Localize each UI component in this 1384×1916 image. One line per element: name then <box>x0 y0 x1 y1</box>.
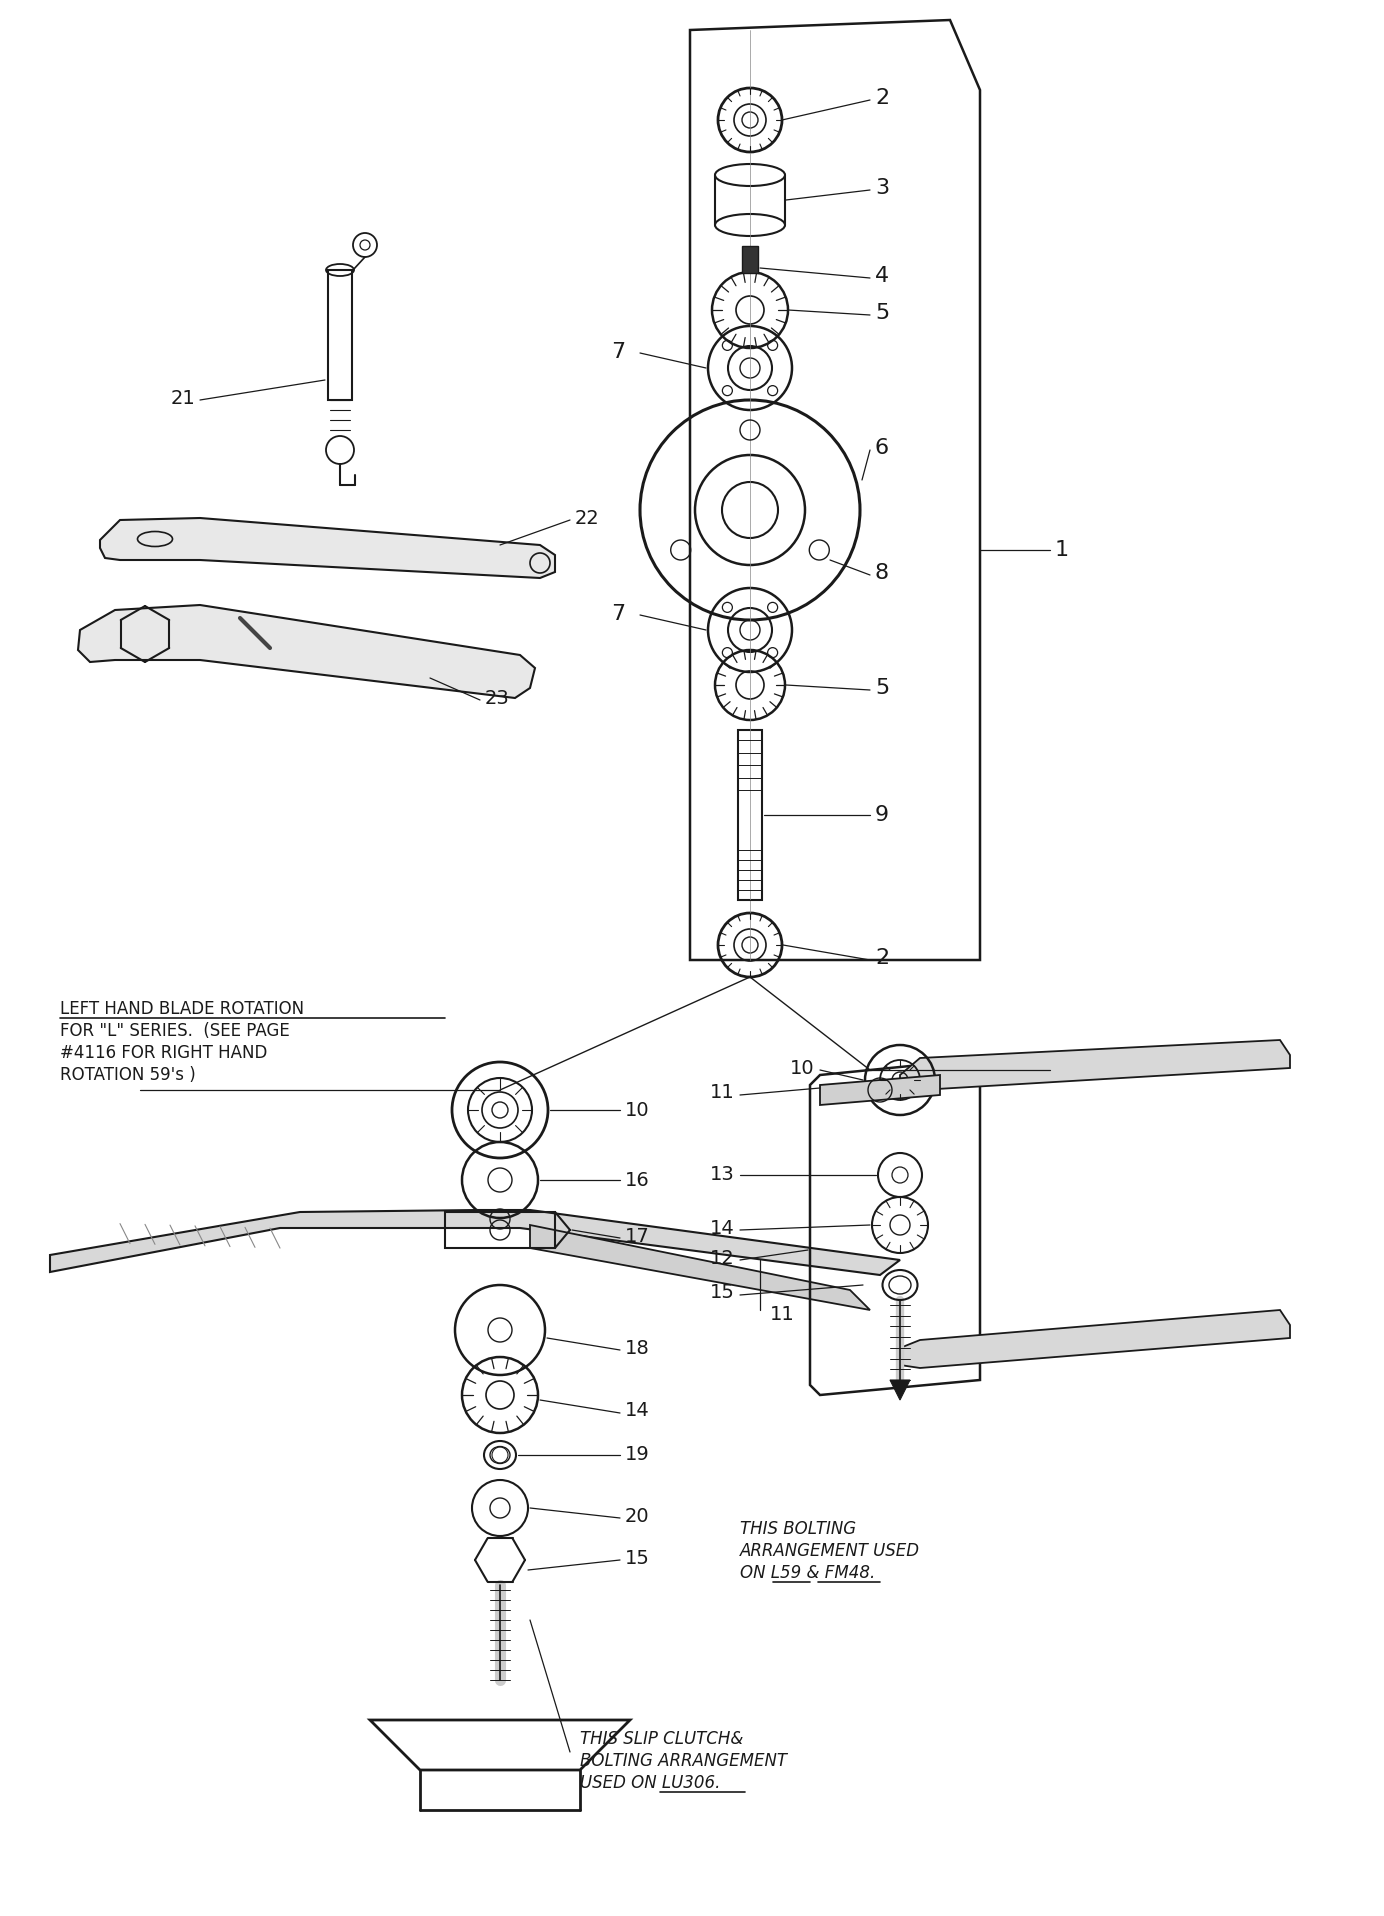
Polygon shape <box>50 1211 900 1274</box>
Text: 21: 21 <box>170 389 195 408</box>
Text: 20: 20 <box>626 1506 649 1525</box>
Polygon shape <box>78 605 536 697</box>
Text: FOR "L" SERIES.  (SEE PAGE: FOR "L" SERIES. (SEE PAGE <box>60 1021 289 1040</box>
Text: 4: 4 <box>875 266 889 285</box>
Text: 10: 10 <box>626 1100 649 1119</box>
Text: 18: 18 <box>626 1339 649 1358</box>
Text: 6: 6 <box>875 439 889 458</box>
Text: 10: 10 <box>790 1058 815 1077</box>
Text: 19: 19 <box>626 1445 649 1464</box>
Text: 12: 12 <box>710 1249 735 1268</box>
Text: 15: 15 <box>626 1548 650 1567</box>
Text: 16: 16 <box>626 1171 649 1190</box>
Text: 23: 23 <box>484 688 509 707</box>
Polygon shape <box>900 1311 1290 1368</box>
Text: 1: 1 <box>1055 540 1068 559</box>
Text: THIS BOLTING: THIS BOLTING <box>740 1519 857 1539</box>
Polygon shape <box>530 1224 871 1311</box>
Text: BOLTING ARRANGEMENT: BOLTING ARRANGEMENT <box>580 1751 787 1770</box>
Polygon shape <box>742 245 758 272</box>
Text: 11: 11 <box>710 1084 735 1102</box>
Text: 14: 14 <box>710 1219 735 1238</box>
Text: 22: 22 <box>574 508 599 527</box>
Text: 9: 9 <box>875 805 889 826</box>
Text: ON L59 & FM48.: ON L59 & FM48. <box>740 1563 875 1583</box>
Text: 14: 14 <box>626 1401 649 1420</box>
Text: 5: 5 <box>875 303 890 324</box>
Text: 2: 2 <box>875 88 889 107</box>
Text: 7: 7 <box>610 604 626 625</box>
Text: 13: 13 <box>710 1165 735 1184</box>
Text: LEFT HAND BLADE ROTATION: LEFT HAND BLADE ROTATION <box>60 1000 304 1017</box>
Text: 7: 7 <box>610 341 626 362</box>
Text: ROTATION 59's ): ROTATION 59's ) <box>60 1065 195 1084</box>
Text: #4116 FOR RIGHT HAND: #4116 FOR RIGHT HAND <box>60 1044 267 1061</box>
Text: 15: 15 <box>710 1284 735 1303</box>
Polygon shape <box>890 1380 911 1401</box>
Text: 3: 3 <box>875 178 889 197</box>
Polygon shape <box>819 1075 940 1106</box>
Text: 8: 8 <box>875 563 889 582</box>
Polygon shape <box>100 517 555 579</box>
Text: 11: 11 <box>770 1305 794 1324</box>
Text: ARRANGEMENT USED: ARRANGEMENT USED <box>740 1542 920 1560</box>
Text: 17: 17 <box>626 1226 649 1245</box>
Text: 5: 5 <box>875 678 890 697</box>
Polygon shape <box>900 1040 1290 1090</box>
Text: THIS SLIP CLUTCH&: THIS SLIP CLUTCH& <box>580 1730 743 1747</box>
Text: 2: 2 <box>875 948 889 968</box>
Text: USED ON LU306.: USED ON LU306. <box>580 1774 721 1791</box>
